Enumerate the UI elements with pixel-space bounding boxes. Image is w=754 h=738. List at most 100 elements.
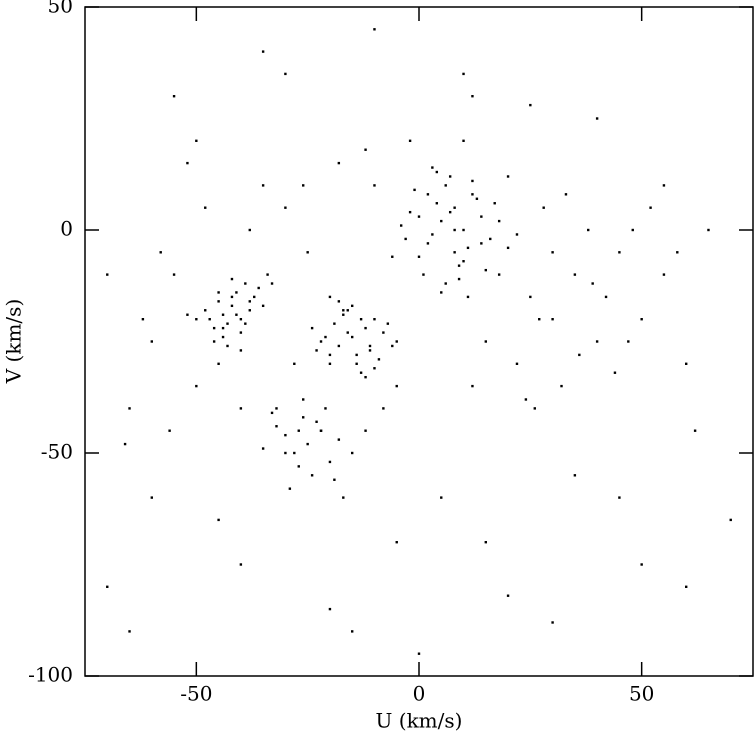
point — [368, 349, 372, 352]
point — [293, 451, 296, 455]
point — [685, 585, 688, 588]
point — [270, 411, 274, 415]
point — [431, 166, 434, 169]
point — [480, 242, 483, 245]
point — [172, 273, 176, 276]
point — [364, 148, 367, 151]
point — [275, 425, 278, 428]
point — [328, 362, 332, 365]
point — [128, 630, 131, 633]
point — [462, 228, 465, 232]
point — [693, 429, 697, 432]
point — [257, 286, 260, 290]
plot-frame — [84, 6, 754, 677]
point — [506, 246, 510, 250]
point — [230, 277, 234, 281]
point — [707, 228, 710, 232]
point — [319, 340, 323, 343]
point — [462, 260, 465, 263]
point — [529, 295, 532, 299]
point — [315, 349, 318, 352]
point — [506, 594, 510, 597]
point — [217, 291, 220, 294]
point — [640, 318, 643, 321]
point — [221, 335, 225, 339]
point — [342, 309, 345, 312]
point — [186, 313, 189, 316]
point — [391, 344, 394, 348]
point — [355, 362, 358, 365]
point — [333, 478, 336, 481]
point — [204, 206, 207, 209]
point — [631, 228, 634, 232]
point — [564, 193, 568, 196]
point — [302, 416, 305, 419]
point — [506, 175, 510, 178]
point — [613, 371, 617, 374]
point — [417, 652, 421, 655]
point — [457, 264, 461, 267]
point — [395, 541, 398, 544]
y-tick-label: 0 — [60, 217, 73, 241]
point — [337, 438, 341, 441]
point — [471, 179, 474, 183]
point — [208, 318, 211, 321]
point — [618, 496, 621, 499]
point — [212, 340, 216, 343]
point — [484, 340, 487, 343]
point — [248, 228, 251, 232]
point — [248, 309, 251, 312]
point — [333, 322, 336, 325]
point — [408, 139, 412, 142]
point — [288, 487, 292, 490]
point — [395, 340, 398, 343]
point — [351, 304, 354, 308]
point — [471, 193, 474, 196]
point — [239, 407, 243, 410]
point — [627, 340, 630, 343]
y-tick-label: -100 — [28, 663, 73, 687]
point — [328, 607, 332, 611]
point — [302, 398, 305, 401]
point — [324, 407, 327, 410]
point — [484, 541, 487, 544]
point — [426, 242, 430, 245]
point — [284, 206, 287, 209]
point — [453, 206, 456, 209]
point — [373, 184, 376, 187]
point — [551, 318, 554, 321]
point — [106, 585, 109, 588]
point — [221, 326, 225, 330]
point — [346, 309, 349, 312]
point — [497, 219, 501, 223]
point — [195, 139, 198, 142]
point — [595, 340, 599, 343]
point — [604, 295, 608, 299]
point — [373, 367, 376, 370]
point — [239, 331, 243, 334]
point — [578, 353, 581, 357]
point — [382, 331, 385, 334]
point — [261, 184, 265, 187]
point — [337, 344, 341, 348]
x-tick-label: 0 — [413, 682, 426, 706]
point — [364, 375, 367, 379]
point — [391, 255, 394, 258]
point — [310, 326, 314, 330]
point — [204, 309, 207, 312]
point — [448, 175, 452, 178]
point — [230, 295, 234, 299]
point — [235, 313, 238, 316]
point — [368, 344, 372, 348]
point — [462, 139, 465, 142]
point — [457, 277, 461, 281]
point — [128, 407, 131, 410]
point — [408, 210, 412, 214]
point — [524, 398, 528, 401]
point — [319, 429, 323, 432]
point — [440, 291, 443, 294]
point — [489, 237, 492, 241]
point — [399, 224, 403, 227]
point — [261, 304, 265, 308]
